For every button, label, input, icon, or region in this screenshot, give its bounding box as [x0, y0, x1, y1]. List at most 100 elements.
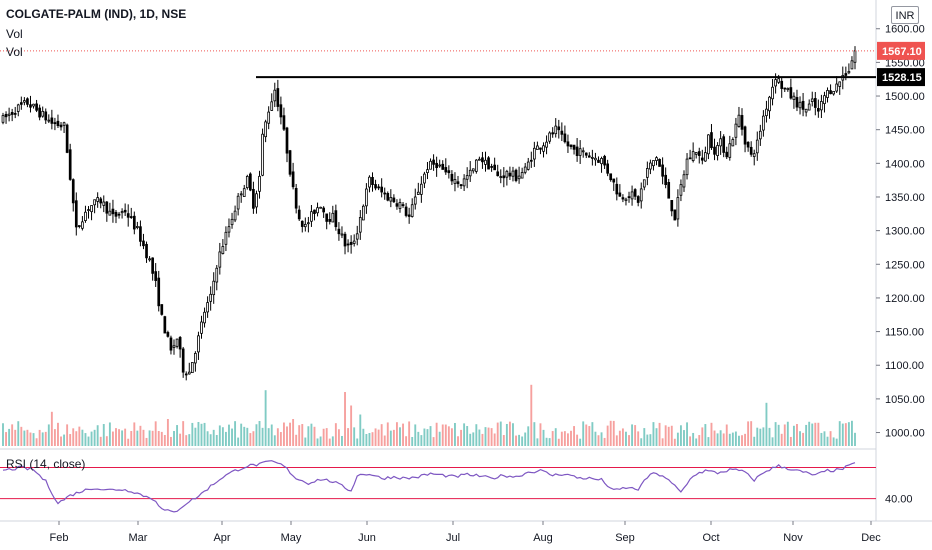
volume-bar[interactable] [457, 436, 459, 446]
candle[interactable] [328, 219, 332, 222]
volume-bar[interactable] [799, 431, 801, 446]
candle[interactable] [536, 145, 539, 150]
volume-bar[interactable] [521, 436, 524, 446]
candle[interactable] [349, 241, 353, 245]
volume-bar[interactable] [771, 437, 774, 446]
candle[interactable] [664, 174, 668, 186]
candle[interactable] [829, 90, 832, 95]
volume-bar[interactable] [484, 427, 487, 446]
candle[interactable] [478, 158, 481, 161]
volume-bar[interactable] [322, 428, 325, 446]
candle[interactable] [19, 102, 23, 105]
volume-bar[interactable] [643, 428, 646, 446]
volume-bar[interactable] [258, 421, 261, 446]
volume-bar[interactable] [588, 426, 591, 446]
candle[interactable] [514, 169, 518, 181]
candle[interactable] [65, 124, 69, 153]
candle[interactable] [511, 170, 515, 177]
candle[interactable] [53, 122, 57, 125]
volume-bar[interactable] [838, 421, 841, 446]
volume-bar[interactable] [609, 420, 612, 446]
volume-bar[interactable] [826, 436, 829, 446]
symbol-title[interactable]: COLGATE-PALM (IND), 1D, NSE [6, 7, 187, 21]
candle[interactable] [371, 177, 374, 185]
candle[interactable] [621, 197, 625, 200]
volume-bar[interactable] [701, 427, 704, 446]
candle[interactable] [340, 233, 344, 236]
volume-bar[interactable] [551, 431, 554, 446]
candle[interactable] [777, 78, 780, 83]
candle[interactable] [56, 120, 60, 127]
volume-bar[interactable] [725, 424, 728, 446]
candle[interactable] [526, 161, 530, 170]
volume-bar[interactable] [313, 426, 316, 446]
candle[interactable] [801, 100, 805, 110]
volume-bar[interactable] [582, 421, 585, 446]
candle[interactable] [481, 157, 484, 163]
candle[interactable] [551, 132, 555, 135]
volume-bar[interactable] [111, 431, 114, 446]
candle[interactable] [441, 163, 445, 170]
volume-bar[interactable] [750, 421, 753, 446]
volume-bar[interactable] [316, 438, 319, 446]
candle[interactable] [850, 60, 854, 70]
candle[interactable] [224, 231, 228, 245]
volume-bar[interactable] [133, 422, 136, 446]
volume-bar[interactable] [780, 433, 783, 446]
volume-bar[interactable] [246, 427, 249, 446]
candle[interactable] [649, 162, 652, 170]
candle[interactable] [355, 233, 359, 240]
volume-bar[interactable] [66, 424, 69, 446]
volume-bar[interactable] [667, 426, 670, 446]
candle[interactable] [820, 101, 823, 111]
volume-bar[interactable] [130, 430, 133, 446]
candle[interactable] [157, 277, 161, 307]
volume-bar[interactable] [386, 422, 389, 446]
volume-bar[interactable] [792, 425, 795, 446]
candle[interactable] [1, 115, 5, 123]
volume-bar[interactable] [814, 422, 817, 446]
candle[interactable] [404, 206, 408, 216]
volume-bar[interactable] [481, 433, 484, 446]
candle[interactable] [120, 211, 124, 214]
volume-bar[interactable] [508, 421, 511, 446]
volume-bar[interactable] [173, 430, 175, 446]
volume-bar[interactable] [399, 427, 401, 446]
volume-bar[interactable] [728, 433, 731, 446]
volume-bar[interactable] [237, 437, 240, 446]
candle[interactable] [771, 86, 774, 100]
volume-bar[interactable] [139, 425, 142, 446]
candle[interactable] [691, 151, 695, 161]
candle[interactable] [554, 125, 558, 135]
candle[interactable] [508, 172, 512, 177]
candle[interactable] [740, 115, 744, 130]
candle[interactable] [765, 108, 768, 117]
volume-bar[interactable] [829, 431, 832, 446]
volume-bar[interactable] [160, 431, 163, 446]
candle[interactable] [218, 251, 222, 268]
volume-bar[interactable] [276, 428, 279, 446]
candle[interactable] [407, 214, 411, 217]
volume-bar[interactable] [371, 432, 374, 446]
candle[interactable] [758, 130, 762, 140]
candle[interactable] [752, 153, 756, 157]
candle[interactable] [542, 145, 545, 152]
candle[interactable] [603, 155, 606, 166]
candle[interactable] [676, 197, 680, 220]
volume-bar[interactable] [539, 423, 542, 446]
candle[interactable] [203, 311, 206, 324]
volume-bar[interactable] [847, 422, 850, 446]
volume-bar[interactable] [212, 429, 215, 446]
volume-bar[interactable] [194, 427, 197, 446]
volume-bar[interactable] [206, 431, 209, 446]
candle[interactable] [685, 158, 689, 176]
volume-bar[interactable] [621, 428, 624, 446]
volume-bar[interactable] [252, 431, 255, 446]
volume-bar[interactable] [759, 428, 762, 446]
volume-bar[interactable] [243, 426, 246, 446]
candle[interactable] [187, 371, 191, 375]
candle[interactable] [578, 148, 582, 156]
volume-bar[interactable] [163, 434, 166, 446]
candle[interactable] [853, 50, 857, 63]
candle[interactable] [444, 167, 448, 173]
